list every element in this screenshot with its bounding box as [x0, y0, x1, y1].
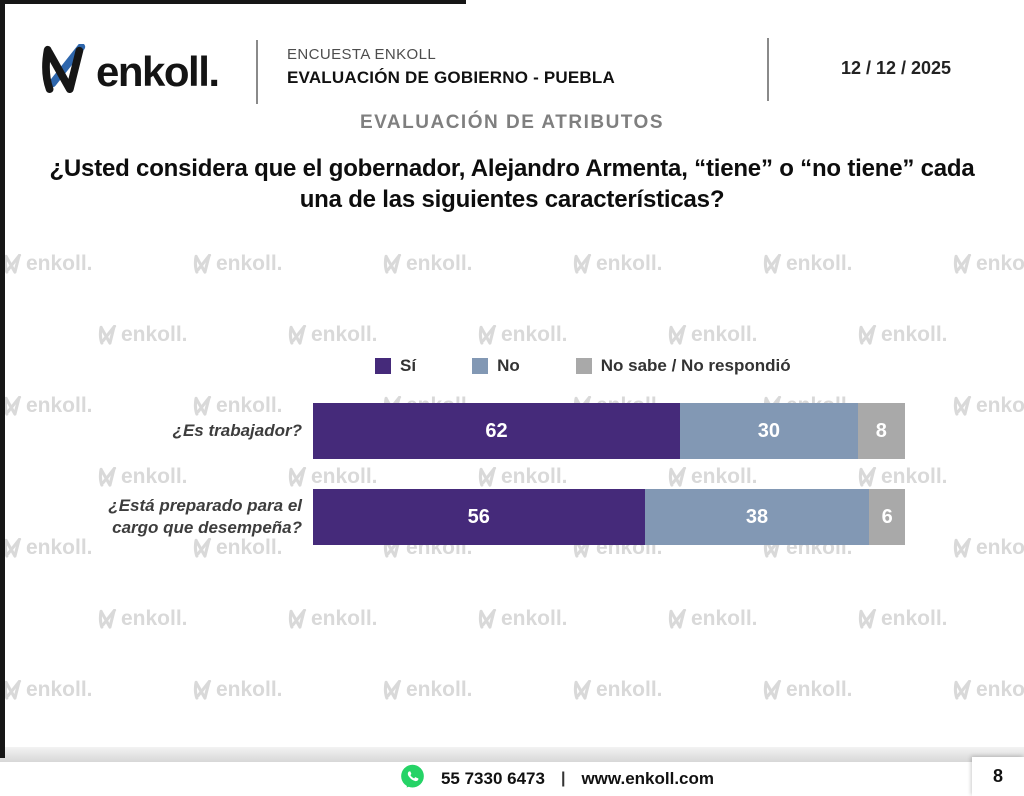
watermark: enkoll.	[667, 323, 758, 347]
footer: 55 7330 6473 | www.enkoll.com	[0, 762, 1024, 796]
watermark: enkoll.	[2, 678, 93, 702]
watermark: enkoll.	[192, 678, 283, 702]
watermark: enkoll.	[97, 465, 188, 489]
footer-contact: 55 7330 6473 | www.enkoll.com	[400, 764, 714, 794]
watermark: enkoll.	[477, 323, 568, 347]
footer-shadow-band	[0, 747, 1024, 762]
enkoll-logo-icon	[38, 43, 92, 99]
watermark: enkoll.	[857, 607, 948, 631]
survey-label: ENCUESTA ENKOLL	[287, 46, 437, 63]
watermark: enkoll.	[287, 465, 378, 489]
survey-date: 12 / 12 / 2025	[840, 58, 952, 78]
legend-item-no: No	[472, 356, 520, 376]
watermark: enkoll.	[97, 323, 188, 347]
legend-swatch-nosabe	[575, 358, 592, 374]
watermark: enkoll.	[382, 678, 473, 702]
bar-value: 56	[467, 505, 490, 528]
category-label-trabajador: ¿Es trabajador?	[30, 403, 302, 459]
watermark: enkoll.	[667, 465, 758, 489]
stacked-bar-trabajador: 62 30 8	[313, 403, 905, 459]
watermark: enkoll.	[952, 394, 1024, 418]
watermark: enkoll.	[97, 607, 188, 631]
watermark: enkoll.	[667, 607, 758, 631]
section-title: EVALUACIÓN DE ATRIBUTOS	[359, 112, 665, 133]
whatsapp-icon	[400, 764, 425, 794]
bar-segment-nosabe: 6	[869, 489, 905, 545]
legend-label-nosabe: No sabe / No respondió	[600, 356, 791, 375]
top-border	[0, 0, 466, 4]
legend-item-si: Sí	[375, 356, 416, 376]
watermark: enkoll.	[952, 536, 1024, 560]
enkoll-logo: enkoll.	[38, 43, 220, 99]
bar-value: 6	[881, 505, 893, 528]
enkoll-logo-text: enkoll.	[96, 47, 220, 95]
footer-separator: |	[560, 770, 566, 787]
chart-legend: Sí No No sabe / No respondió	[375, 356, 791, 376]
question-title: ¿Usted considera que el gobernador, Alej…	[49, 155, 975, 213]
header-divider-left	[256, 40, 258, 104]
watermark: enkoll.	[762, 678, 853, 702]
bar-value: 62	[485, 419, 508, 442]
watermark: enkoll.	[952, 252, 1024, 276]
survey-title: EVALUACIÓN DE GOBIERNO - PUEBLA	[287, 68, 615, 87]
watermark: enkoll.	[2, 252, 93, 276]
category-label-preparado: ¿Está preparado para el cargo que desemp…	[30, 489, 302, 545]
category-label-text: ¿Está preparado para el cargo que desemp…	[108, 496, 302, 537]
header-text-block: ENCUESTA ENKOLL EVALUACIÓN DE GOBIERNO -…	[287, 46, 615, 88]
watermark: enkoll.	[857, 465, 948, 489]
legend-item-nosabe: No sabe / No respondió	[575, 356, 791, 376]
legend-label-no: No	[497, 356, 520, 375]
category-label-text: ¿Es trabajador?	[172, 421, 302, 440]
watermark: enkoll.	[192, 252, 283, 276]
footer-website[interactable]: www.enkoll.com	[581, 769, 715, 788]
watermark: enkoll.	[572, 678, 663, 702]
watermark: enkoll.	[952, 678, 1024, 702]
watermark: enkoll.	[857, 323, 948, 347]
legend-label-si: Sí	[400, 356, 417, 375]
bar-value: 8	[875, 419, 887, 442]
footer-phone: 55 7330 6473	[440, 769, 545, 788]
bar-segment-no: 38	[644, 489, 870, 545]
page-number: 8	[972, 757, 1024, 796]
bar-value: 38	[745, 505, 769, 528]
stacked-bar-preparado: 56 38 6	[313, 489, 905, 545]
header-divider-right	[767, 38, 769, 101]
legend-swatch-si	[375, 358, 391, 374]
watermark: enkoll.	[477, 607, 568, 631]
bar-segment-si: 56	[313, 489, 645, 545]
bar-segment-nosabe: 8	[857, 403, 905, 459]
watermark: enkoll.	[287, 323, 378, 347]
watermark: enkoll.	[762, 252, 853, 276]
watermark: enkoll.	[477, 465, 568, 489]
watermark: enkoll.	[572, 252, 663, 276]
legend-swatch-no	[472, 358, 489, 374]
watermark: enkoll.	[382, 252, 473, 276]
bar-value: 30	[757, 419, 780, 442]
left-border	[0, 0, 5, 758]
bar-segment-si: 62	[313, 403, 681, 459]
bar-segment-no: 30	[680, 403, 858, 459]
watermark: enkoll.	[287, 607, 378, 631]
